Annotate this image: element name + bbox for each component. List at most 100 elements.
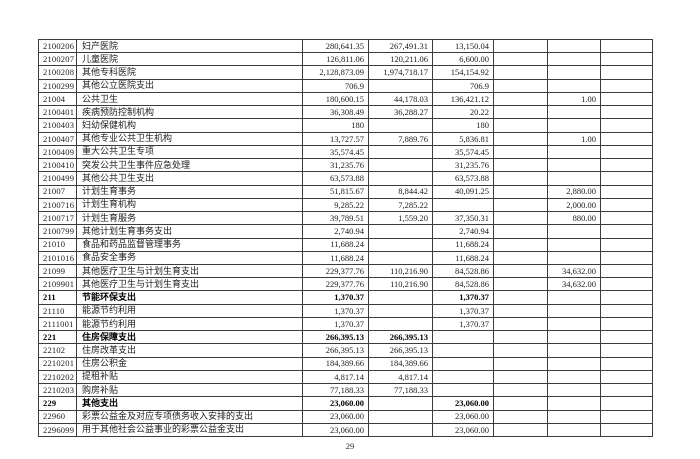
name-cell: 住房保障支出 — [77, 331, 303, 345]
amount-cell-3: 6,600.00 — [433, 53, 494, 67]
amount-cell-1: 9,285.22 — [303, 198, 369, 213]
amount-cell-4 — [494, 145, 548, 160]
table-row: 2111001 能源节约利用 1,370.37 1,370.37 — [39, 317, 653, 332]
code-cell: 2109901 — [39, 278, 77, 292]
code-cell: 229 — [39, 397, 77, 411]
amount-cell-1: 2,128,873.09 — [303, 66, 369, 80]
amount-cell-6 — [601, 344, 653, 358]
table-row: 2100207 儿童医院 126,811.06 120,211.06 6,600… — [39, 53, 653, 67]
amount-cell-1: 36,308.49 — [303, 106, 369, 120]
amount-cell-4 — [494, 331, 548, 345]
name-cell: 住房公积金 — [77, 357, 303, 371]
table-row: 2296099 用于其他社会公益事业的彩票公益金支出 23,060.00 23,… — [39, 423, 653, 438]
amount-cell-6 — [601, 357, 653, 371]
amount-cell-6 — [601, 410, 653, 424]
amount-cell-2: 8,844.42 — [369, 185, 433, 199]
amount-cell-1: 184,389.66 — [303, 357, 369, 371]
amount-cell-6 — [601, 397, 653, 411]
amount-cell-4 — [494, 53, 548, 67]
amount-cell-4 — [494, 238, 548, 252]
amount-cell-5 — [548, 251, 601, 265]
amount-cell-3: 35,574.45 — [433, 145, 494, 160]
amount-cell-4 — [494, 92, 548, 107]
amount-cell-1: 126,811.06 — [303, 53, 369, 67]
name-cell: 突发公共卫生事件应急处理 — [77, 159, 303, 173]
amount-cell-2 — [369, 119, 433, 133]
amount-cell-5 — [548, 357, 601, 371]
name-cell: 住房改革支出 — [77, 344, 303, 358]
name-cell: 其他计划生育事务支出 — [77, 225, 303, 239]
budget-expenditure-table: 2100206 妇产医院 280,641.35 267,491.31 13,15… — [38, 39, 653, 438]
amount-cell-2: 77,188.33 — [369, 384, 433, 398]
amount-cell-6 — [601, 264, 653, 279]
amount-cell-4 — [494, 317, 548, 332]
amount-cell-3 — [433, 370, 494, 385]
table-row: 2100499 其他公共卫生支出 63,573.88 63,573.88 — [39, 172, 653, 186]
amount-cell-6 — [601, 291, 653, 305]
code-cell: 22102 — [39, 344, 77, 358]
code-cell: 2100499 — [39, 172, 77, 186]
amount-cell-1: 1,370.37 — [303, 291, 369, 305]
amount-cell-5 — [548, 331, 601, 345]
amount-cell-5: 880.00 — [548, 212, 601, 226]
amount-cell-5 — [548, 66, 601, 80]
amount-cell-6 — [601, 384, 653, 398]
name-cell: 购房补贴 — [77, 384, 303, 398]
amount-cell-4 — [494, 410, 548, 424]
name-cell: 其他支出 — [77, 397, 303, 411]
amount-cell-3: 136,421.12 — [433, 92, 494, 107]
table-row: 2100410 突发公共卫生事件应急处理 31,235.76 31,235.76 — [39, 159, 653, 173]
amount-cell-4 — [494, 159, 548, 173]
table-row: 229 其他支出 23,060.00 23,060.00 — [39, 397, 653, 411]
table-row: 21004 公共卫生 180,600.15 44,178.03 136,421.… — [39, 92, 653, 107]
name-cell: 提租补贴 — [77, 370, 303, 385]
table-row: 2100401 疾病预防控制机构 36,308.49 36,288.27 20.… — [39, 106, 653, 120]
table-row: 22960 彩票公益金及对应专项债务收入安排的支出 23,060.00 23,0… — [39, 410, 653, 424]
amount-cell-4 — [494, 172, 548, 186]
amount-cell-6 — [601, 172, 653, 186]
amount-cell-3: 31,235.76 — [433, 159, 494, 173]
amount-cell-2 — [369, 79, 433, 93]
amount-cell-1: 39,789.51 — [303, 212, 369, 226]
table-row: 2100299 其他公立医院支出 706.9 706.9 — [39, 79, 653, 93]
table-row: 21010 食品和药品监督管理事务 11,688.24 11,688.24 — [39, 238, 653, 252]
amount-cell-4 — [494, 225, 548, 239]
amount-cell-6 — [601, 40, 653, 54]
amount-cell-3: 40,091.25 — [433, 185, 494, 199]
amount-cell-6 — [601, 238, 653, 252]
code-cell: 221 — [39, 331, 77, 345]
amount-cell-5 — [548, 53, 601, 67]
code-cell: 22960 — [39, 410, 77, 424]
amount-cell-2 — [369, 397, 433, 411]
code-cell: 2100299 — [39, 79, 77, 93]
name-cell: 能源节约利用 — [77, 304, 303, 318]
name-cell: 计划生育服务 — [77, 212, 303, 226]
amount-cell-1: 4,817.14 — [303, 370, 369, 385]
amount-cell-1: 35,574.45 — [303, 145, 369, 160]
code-cell: 21007 — [39, 185, 77, 199]
amount-cell-6 — [601, 331, 653, 345]
amount-cell-3: 23,060.00 — [433, 397, 494, 411]
amount-cell-6 — [601, 185, 653, 199]
code-cell: 2100407 — [39, 132, 77, 146]
amount-cell-2: 44,178.03 — [369, 92, 433, 107]
amount-cell-3: 11,688.24 — [433, 251, 494, 265]
amount-cell-5: 2,000.00 — [548, 198, 601, 213]
table-row: 2210201 住房公积金 184,389.66 184,389.66 — [39, 357, 653, 371]
amount-cell-3: 20.22 — [433, 106, 494, 120]
amount-cell-2: 120,211.06 — [369, 53, 433, 67]
amount-cell-6 — [601, 304, 653, 318]
table-row: 2109901 其他医疗卫生与计划生育支出 229,377.76 110,216… — [39, 278, 653, 292]
amount-cell-1: 11,688.24 — [303, 251, 369, 265]
code-cell: 21099 — [39, 264, 77, 279]
amount-cell-2: 110,216.90 — [369, 264, 433, 279]
amount-cell-3 — [433, 344, 494, 358]
name-cell: 妇产医院 — [77, 40, 303, 54]
amount-cell-6 — [601, 79, 653, 93]
name-cell: 其他专业公共卫生机构 — [77, 132, 303, 146]
code-cell: 2100401 — [39, 106, 77, 120]
amount-cell-3 — [433, 198, 494, 213]
name-cell: 其他公立医院支出 — [77, 79, 303, 93]
code-cell: 2100206 — [39, 40, 77, 54]
amount-cell-5 — [548, 145, 601, 160]
